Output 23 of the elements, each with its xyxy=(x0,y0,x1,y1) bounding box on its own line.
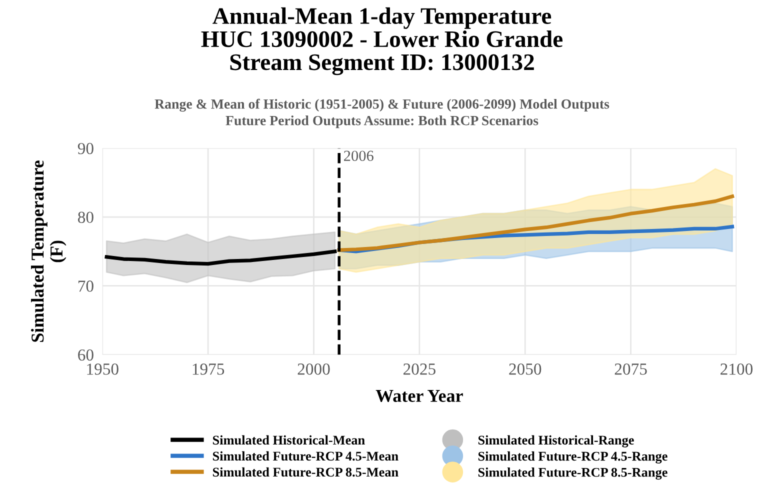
legend-label: Simulated Historical-Range xyxy=(478,435,634,448)
legend-label: Simulated Future-RCP 4.5-Range xyxy=(478,451,668,464)
legend-label: Simulated Future-RCP 8.5-Mean xyxy=(212,467,398,477)
x-tick-label: 1950 xyxy=(87,364,118,375)
legend-label: Simulated Future-RCP 4.5-Mean xyxy=(212,451,398,461)
x-tick-label: 1975 xyxy=(192,364,224,375)
ref-line-label: 2006 xyxy=(344,150,374,162)
x-tick-label: 2050 xyxy=(509,364,542,375)
legend-label: Simulated Future-RCP 8.5-Range xyxy=(478,468,668,480)
y-axis-title: Simulated Temperature (F) xyxy=(31,160,66,342)
y-tick-label: 60 xyxy=(78,349,94,361)
chart-subtitle: Range & Mean of Historic (1951-2005) & Future (2006-2099) Model Outputs Future Period Outputs Assume: Both RCP Scenarios xyxy=(154,98,610,128)
x-tick-label: 2075 xyxy=(614,364,647,375)
x-tick-label: 2025 xyxy=(404,364,436,375)
y-tick-label: 90 xyxy=(78,142,94,154)
x-axis-title: Water Year xyxy=(376,390,463,402)
y-tick-label: 70 xyxy=(78,280,94,292)
chart-title: Annual-Mean 1-day Temperature HUC 13090002 - Lower Rio Grande Stream Segment ID: 13000132 xyxy=(201,7,563,76)
y-tick-label: 80 xyxy=(78,212,94,223)
legend-label: Simulated Historical-Mean xyxy=(212,435,365,445)
x-tick-label: 2100 xyxy=(720,364,753,375)
line-series xyxy=(337,194,734,252)
x-tick-label: 2000 xyxy=(298,364,330,375)
